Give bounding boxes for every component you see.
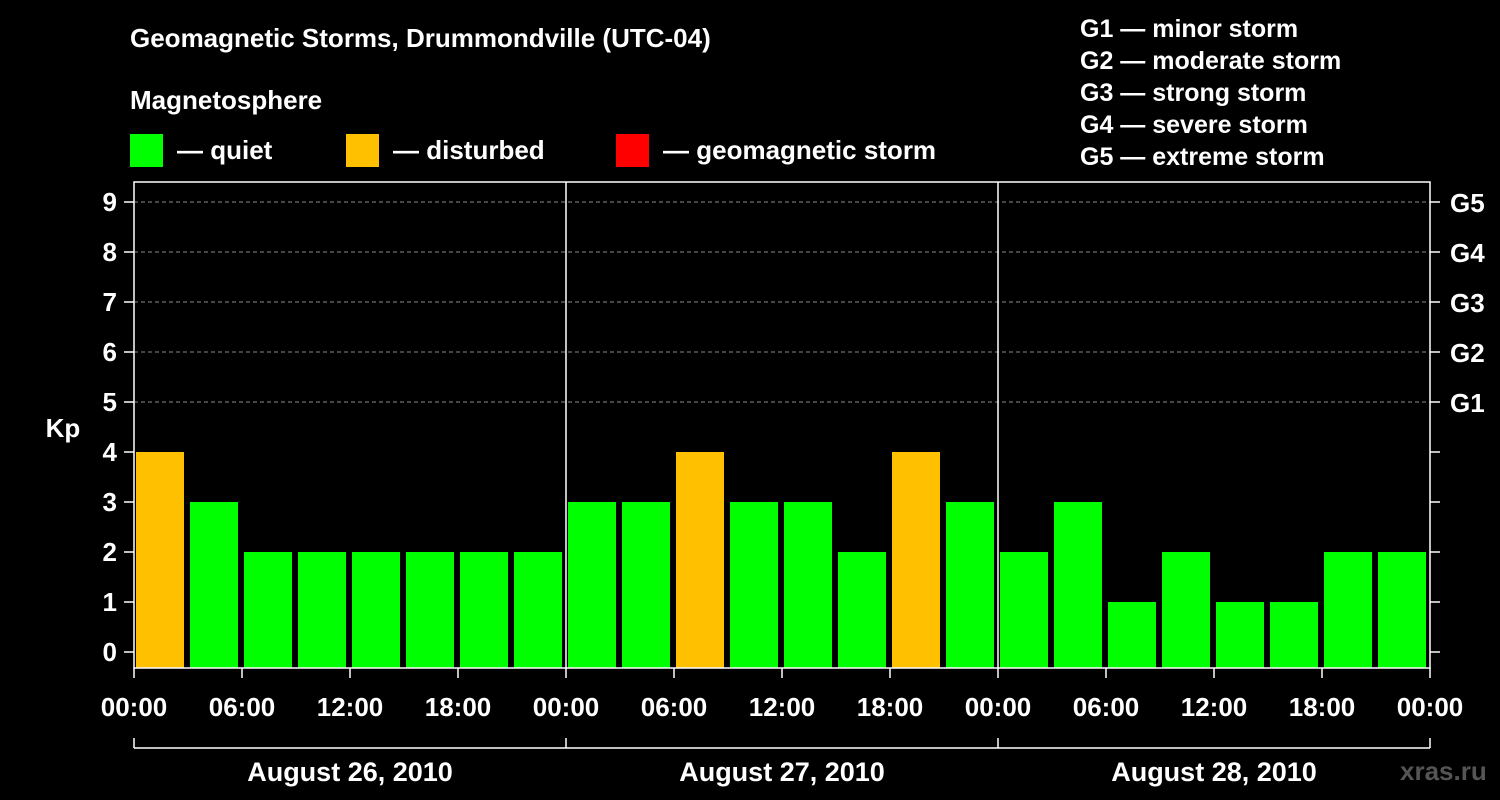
storm-scale-g3: G3 — strong storm [1080, 79, 1307, 107]
x-tick-label: 18:00 [425, 692, 492, 722]
g-level-label: G4 [1450, 238, 1485, 268]
kp-bar [1000, 552, 1048, 668]
kp-bar [1108, 602, 1156, 668]
day-label: August 27, 2010 [679, 757, 885, 787]
kp-bar [244, 552, 292, 668]
kp-bar [1378, 552, 1426, 668]
kp-bar [730, 502, 778, 668]
y-tick-label: 0 [103, 637, 117, 667]
x-tick-label: 06:00 [1073, 692, 1140, 722]
x-tick-label: 12:00 [749, 692, 816, 722]
x-tick-label: 18:00 [857, 692, 924, 722]
g-level-label: G1 [1450, 388, 1485, 418]
day-label: August 26, 2010 [247, 757, 453, 787]
kp-bar [352, 552, 400, 668]
kp-bar [784, 502, 832, 668]
x-tick-label: 12:00 [1181, 692, 1248, 722]
g-level-label: G3 [1450, 288, 1485, 318]
legend-item-disturbed: — disturbed [346, 133, 545, 167]
y-tick-label: 3 [103, 487, 117, 517]
kp-bar [406, 552, 454, 668]
y-tick-label: 5 [103, 387, 117, 417]
kp-bar [946, 502, 994, 668]
x-tick-label: 18:00 [1289, 692, 1356, 722]
kp-bar [1216, 602, 1264, 668]
kp-bar [1162, 552, 1210, 668]
storm-scale-g2: G2 — moderate storm [1080, 47, 1342, 75]
kp-bar [676, 452, 724, 668]
kp-bar [838, 552, 886, 668]
watermark: xras.ru [1400, 756, 1487, 786]
y-tick-label: 4 [103, 437, 118, 467]
g-level-label: G5 [1450, 188, 1485, 218]
storm-scale-g5: G5 — extreme storm [1080, 143, 1325, 171]
y-tick-label: 7 [103, 287, 117, 317]
y-tick-label: 9 [103, 187, 117, 217]
kp-bar [514, 552, 562, 668]
kp-bar [568, 502, 616, 668]
storm-scale-g4: G4 — severe storm [1080, 111, 1308, 139]
legend-swatch-quiet [130, 133, 163, 167]
kp-bar [298, 552, 346, 668]
x-tick-label: 06:00 [209, 692, 276, 722]
x-tick-label: 12:00 [317, 692, 384, 722]
y-tick-label: 8 [103, 237, 117, 267]
legend-label-storm: — geomagnetic storm [663, 134, 937, 165]
legend-item-quiet: — quiet [130, 133, 272, 167]
kp-bar [1054, 502, 1102, 668]
storm-scale-g1: G1 — minor storm [1080, 15, 1299, 43]
magnetosphere-title: Magnetosphere [130, 85, 323, 115]
x-tick-label: 00:00 [101, 692, 168, 722]
x-tick-label: 00:00 [965, 692, 1032, 722]
kp-bar [136, 452, 184, 668]
legend-label-disturbed: — disturbed [393, 134, 545, 165]
kp-bar [1324, 552, 1372, 668]
x-tick-label: 00:00 [533, 692, 600, 722]
y-tick-label: 6 [103, 337, 117, 367]
y-axis-label: Kp [46, 413, 81, 443]
legend-swatch-disturbed [346, 133, 379, 167]
legend-item-storm: — geomagnetic storm [616, 133, 936, 167]
day-label: August 28, 2010 [1111, 757, 1317, 787]
legend-label-quiet: — quiet [177, 134, 273, 165]
kp-bar [892, 452, 940, 668]
kp-bar [622, 502, 670, 668]
x-tick-label: 00:00 [1397, 692, 1464, 722]
x-tick-label: 06:00 [641, 692, 708, 722]
y-tick-label: 1 [103, 587, 117, 617]
g-level-label: G2 [1450, 338, 1485, 368]
chart-title: Geomagnetic Storms, Drummondville (UTC-0… [130, 23, 711, 53]
y-tick-label: 2 [103, 537, 117, 567]
kp-bar [460, 552, 508, 668]
kp-bar [190, 502, 238, 668]
legend-swatch-storm [616, 133, 649, 167]
kp-bar [1270, 602, 1318, 668]
